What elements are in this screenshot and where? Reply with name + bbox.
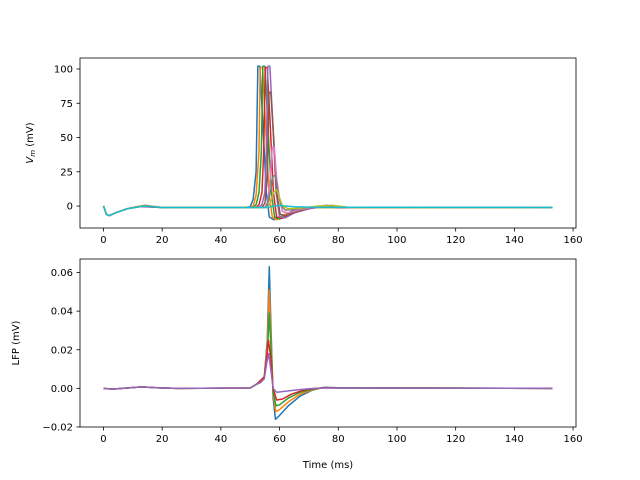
lfp-ytick-label: 0.02 — [51, 345, 73, 356]
vm-xtick-label: 80 — [332, 235, 345, 246]
vm-ylabel: Vm (mV) — [25, 122, 37, 163]
lfp-xtick-label: 100 — [387, 434, 406, 445]
vm-xtick-label: 20 — [156, 235, 169, 246]
vm-ytick-label: 25 — [60, 167, 73, 178]
vm-series-group — [102, 65, 553, 221]
vm-xtick-label: 120 — [446, 235, 465, 246]
lfp-xtick-label: 120 — [446, 434, 465, 445]
vm-xtick-label: 60 — [273, 235, 286, 246]
lfp-series-group — [103, 265, 553, 421]
lfp-xtick-label: 20 — [156, 434, 169, 445]
vm-series-10-line — [102, 204, 553, 217]
lfp-xtick-label: 140 — [505, 434, 524, 445]
vm-subplot: 0 20 40 60 80 100 120 140 160 0 25 50 75 100 Vm (mV) — [25, 57, 583, 246]
lfp-axes-frame — [79, 258, 577, 428]
vm-xtick-label: 40 — [215, 235, 228, 246]
lfp-xtick-label: 60 — [273, 434, 286, 445]
lfp-xlabel: Time (ms) — [302, 460, 354, 471]
vm-xtick-label: 0 — [100, 235, 106, 246]
lfp-xtick-label: 160 — [564, 434, 583, 445]
lfp-ytick-label: 0.06 — [51, 268, 73, 279]
vm-axes-frame — [79, 57, 577, 229]
vm-xtick-label: 100 — [387, 235, 406, 246]
lfp-ytick-label: 0.00 — [51, 384, 73, 395]
lfp-ytick-label: 0.04 — [51, 307, 73, 318]
lfp-xtick-label: 80 — [332, 434, 345, 445]
vm-ytick-label: 50 — [60, 133, 73, 144]
vm-xtick-label: 160 — [564, 235, 583, 246]
lfp-ytick-label: −0.02 — [42, 423, 73, 434]
vm-xtick-label: 140 — [505, 235, 524, 246]
lfp-xtick-label: 40 — [215, 434, 228, 445]
lfp-xtick-label: 0 — [100, 434, 106, 445]
vm-ytick-label: 0 — [67, 202, 73, 213]
lfp-series-5-line — [103, 352, 553, 393]
lfp-subplot: 0 20 40 60 80 100 120 140 160 −0.02 0.00 0.02 0.04 0.… — [11, 258, 583, 471]
lfp-ylabel: LFP (mV) — [11, 320, 22, 365]
vm-ytick-label: 75 — [60, 99, 73, 110]
vm-ytick-label: 100 — [54, 65, 73, 76]
